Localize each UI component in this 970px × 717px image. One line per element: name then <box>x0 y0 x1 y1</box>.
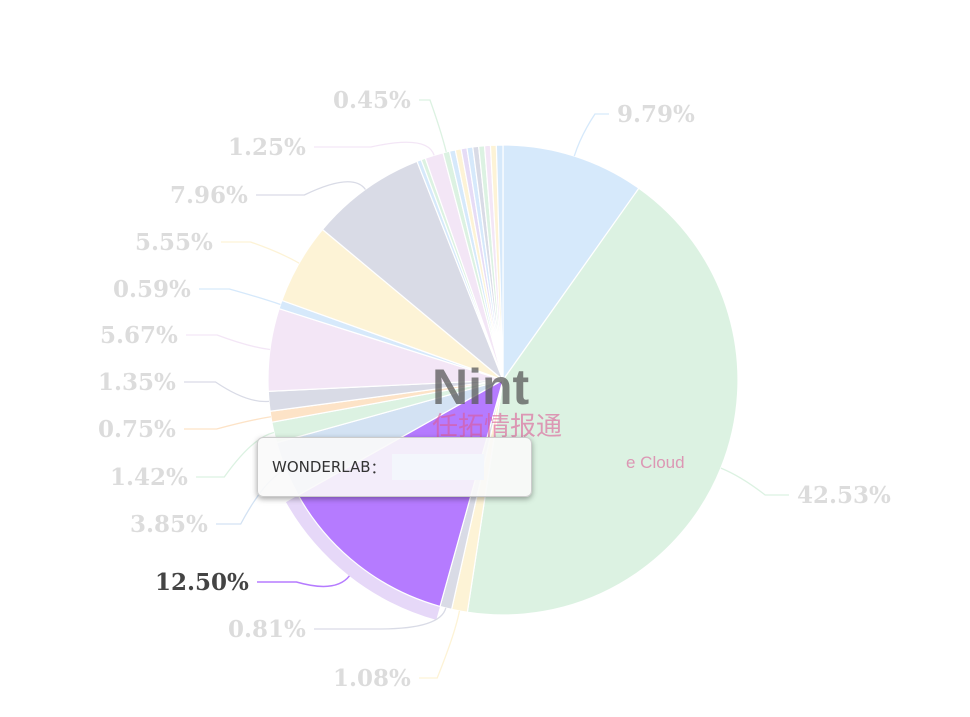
data-label: 3.85% <box>130 511 208 538</box>
leader-line <box>186 334 271 351</box>
data-label: 9.79% <box>617 101 695 128</box>
tooltip: WONDERLAB ： <box>257 437 532 497</box>
data-label: 0.59% <box>113 276 191 303</box>
data-label: 5.55% <box>135 229 213 256</box>
leader-line <box>314 607 447 630</box>
leader-line <box>199 288 281 306</box>
leader-line <box>221 241 300 264</box>
leader-line <box>257 575 350 588</box>
data-label: 5.67% <box>100 322 178 349</box>
data-label: 0.75% <box>98 416 176 443</box>
leader-line <box>184 416 271 430</box>
data-label: 12.50% <box>155 569 249 596</box>
watermark-suffix: e Cloud <box>626 453 685 472</box>
data-label: 7.96% <box>170 182 248 209</box>
data-label: 0.81% <box>228 616 306 643</box>
slice-highlight-ring <box>285 495 441 620</box>
tooltip-separator: ： <box>370 458 386 477</box>
tooltip-value-redacted <box>391 454 484 480</box>
leader-line <box>573 113 609 157</box>
leader-line <box>196 431 275 478</box>
data-label: 0.45% <box>333 87 411 114</box>
pie-slice[interactable] <box>495 144 504 381</box>
leader-line <box>419 99 447 153</box>
leader-line <box>720 467 789 496</box>
leader-line <box>256 181 366 196</box>
data-label: 1.35% <box>98 369 176 396</box>
data-label: 1.42% <box>110 464 188 491</box>
leader-line <box>419 610 461 679</box>
data-label: 42.53% <box>797 482 891 509</box>
data-label: 1.08% <box>333 665 411 692</box>
leader-line <box>314 141 435 156</box>
data-label: 1.25% <box>228 134 306 161</box>
tooltip-name: WONDERLAB <box>272 458 371 476</box>
leader-line <box>184 381 270 403</box>
